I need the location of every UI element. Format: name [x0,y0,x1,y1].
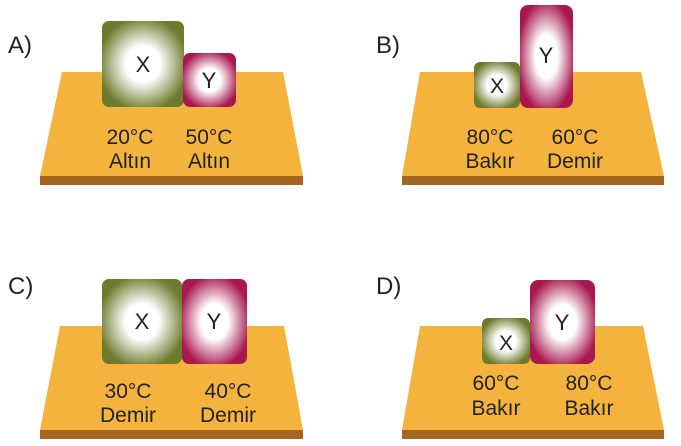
block-y: Y [183,53,236,107]
block-label: X [490,75,504,98]
block-x: X [102,21,184,107]
option-label: D) [376,273,401,300]
temperature-label: 80°C [566,372,613,395]
material-label: Demir [100,404,156,427]
material-label: Bakır [564,397,613,420]
temperature-label: 60°C [552,126,599,149]
table-edge [402,176,664,185]
material-label: Bakır [465,150,514,173]
temperature-label: 30°C [105,380,152,403]
table-top [402,72,664,176]
material-label: Bakır [471,397,520,420]
block-label: Y [555,310,570,335]
option-label: A) [8,32,32,59]
temperature-label: 40°C [205,380,252,403]
block-y: Y [530,280,595,364]
panel-b: B) X Y 80°C Bakır 60°C Demir [376,5,664,185]
material-label: Altın [188,150,230,173]
panel-a: A) X Y 20°C Altın 50°C Altın [8,21,303,185]
block-label: Y [202,68,217,93]
block-y: Y [520,5,573,108]
material-label: Demir [200,404,256,427]
temperature-label: 20°C [107,126,154,149]
block-x: X [474,62,520,108]
block-label: X [499,332,513,355]
temperature-label: 60°C [473,372,520,395]
block-label: X [136,52,151,77]
block-y: Y [182,279,247,364]
option-label: C) [8,273,33,300]
temperature-label: 80°C [467,126,514,149]
block-x: X [482,318,530,364]
block-label: X [135,309,150,334]
option-label: B) [376,32,400,59]
block-label: Y [539,43,554,68]
table-edge [40,176,303,185]
material-label: Demir [547,150,603,173]
table-edge [402,430,664,439]
table-edge [40,430,303,439]
block-label: Y [207,309,222,334]
panel-d: D) X Y 60°C Bakır 80°C Bakır [376,273,664,439]
material-label: Altın [109,150,151,173]
table-top [402,326,664,430]
block-x: X [102,279,182,364]
temperature-label: 50°C [186,126,233,149]
panel-c: C) X Y 30°C Demir 40°C Demir [8,273,303,439]
